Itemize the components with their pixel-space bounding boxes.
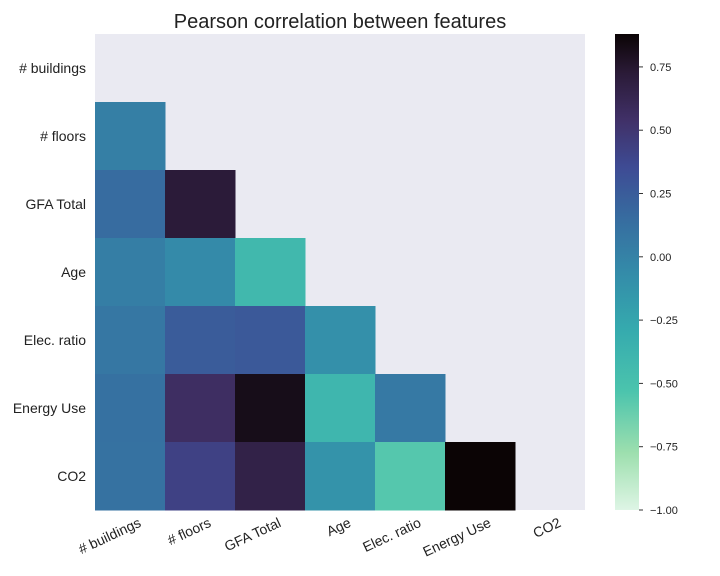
column-label: Age — [324, 514, 354, 539]
column-label: GFA Total — [222, 514, 284, 554]
colorbar-tick-label: 0.25 — [650, 189, 671, 201]
colorbar-tick-label: 0.75 — [650, 62, 671, 74]
heatmap-cell-4-1 — [165, 306, 236, 375]
heatmap-cell-4-2 — [235, 306, 306, 375]
row-label: Age — [61, 264, 86, 280]
heatmap-cell-3-2 — [235, 238, 306, 307]
colorbar-tick-label: −0.75 — [650, 442, 678, 454]
heatmap-cell-1-0 — [95, 102, 166, 171]
heatmap-cell-6-5 — [445, 442, 516, 511]
colorbar-ticks: 0.75 0.50 0.25 0.00 −0.25 −0.50 −0.75 −1.00 — [639, 62, 678, 517]
colorbar-tick-label: −0.50 — [650, 378, 678, 390]
column-label: # floors — [165, 514, 213, 548]
heatmap-cell-6-4 — [375, 442, 446, 511]
row-label: Elec. ratio — [24, 332, 86, 348]
row-label: Energy Use — [13, 400, 86, 416]
heatmap-cell-2-1 — [165, 170, 236, 239]
heatmap-cell-6-3 — [305, 442, 376, 511]
row-label: # floors — [40, 128, 86, 144]
column-label: Elec. ratio — [360, 514, 423, 555]
row-label: GFA Total — [26, 196, 86, 212]
chart-title: Pearson correlation between features — [174, 11, 506, 33]
heatmap-cell-4-3 — [305, 306, 376, 375]
heatmap-cell-5-2 — [235, 374, 306, 443]
column-label: CO2 — [530, 514, 563, 541]
heatmap-cell-5-1 — [165, 374, 236, 443]
heatmap-cell-2-0 — [95, 170, 166, 239]
colorbar-tick-label: −0.25 — [650, 315, 678, 327]
heatmap-cell-6-1 — [165, 442, 236, 511]
row-label: # buildings — [19, 60, 86, 76]
row-labels: # buildings # floors GFA Total Age Elec. rat… — [13, 60, 86, 484]
heatmap-cell-6-0 — [95, 442, 166, 511]
colorbar-tick-label: 0.50 — [650, 125, 671, 137]
column-label: Energy Use — [420, 514, 493, 560]
heatmap-cell-4-0 — [95, 306, 166, 375]
heatmap-cell-3-0 — [95, 238, 166, 307]
heatmap-cell-3-1 — [165, 238, 236, 307]
heatmap-cell-6-2 — [235, 442, 306, 511]
heatmap-cells — [95, 102, 516, 511]
colorbar-tick-label: −1.00 — [650, 505, 678, 517]
colorbar — [615, 34, 639, 510]
column-labels: # buildings # floors GFA Total Age Elec. rat… — [76, 514, 564, 560]
row-label: CO2 — [57, 468, 86, 484]
heatmap-cell-5-4 — [375, 374, 446, 443]
column-label: # buildings — [76, 514, 143, 557]
colorbar-tick-label: 0.00 — [650, 252, 671, 264]
heatmap-cell-5-0 — [95, 374, 166, 443]
heatmap-cell-5-3 — [305, 374, 376, 443]
